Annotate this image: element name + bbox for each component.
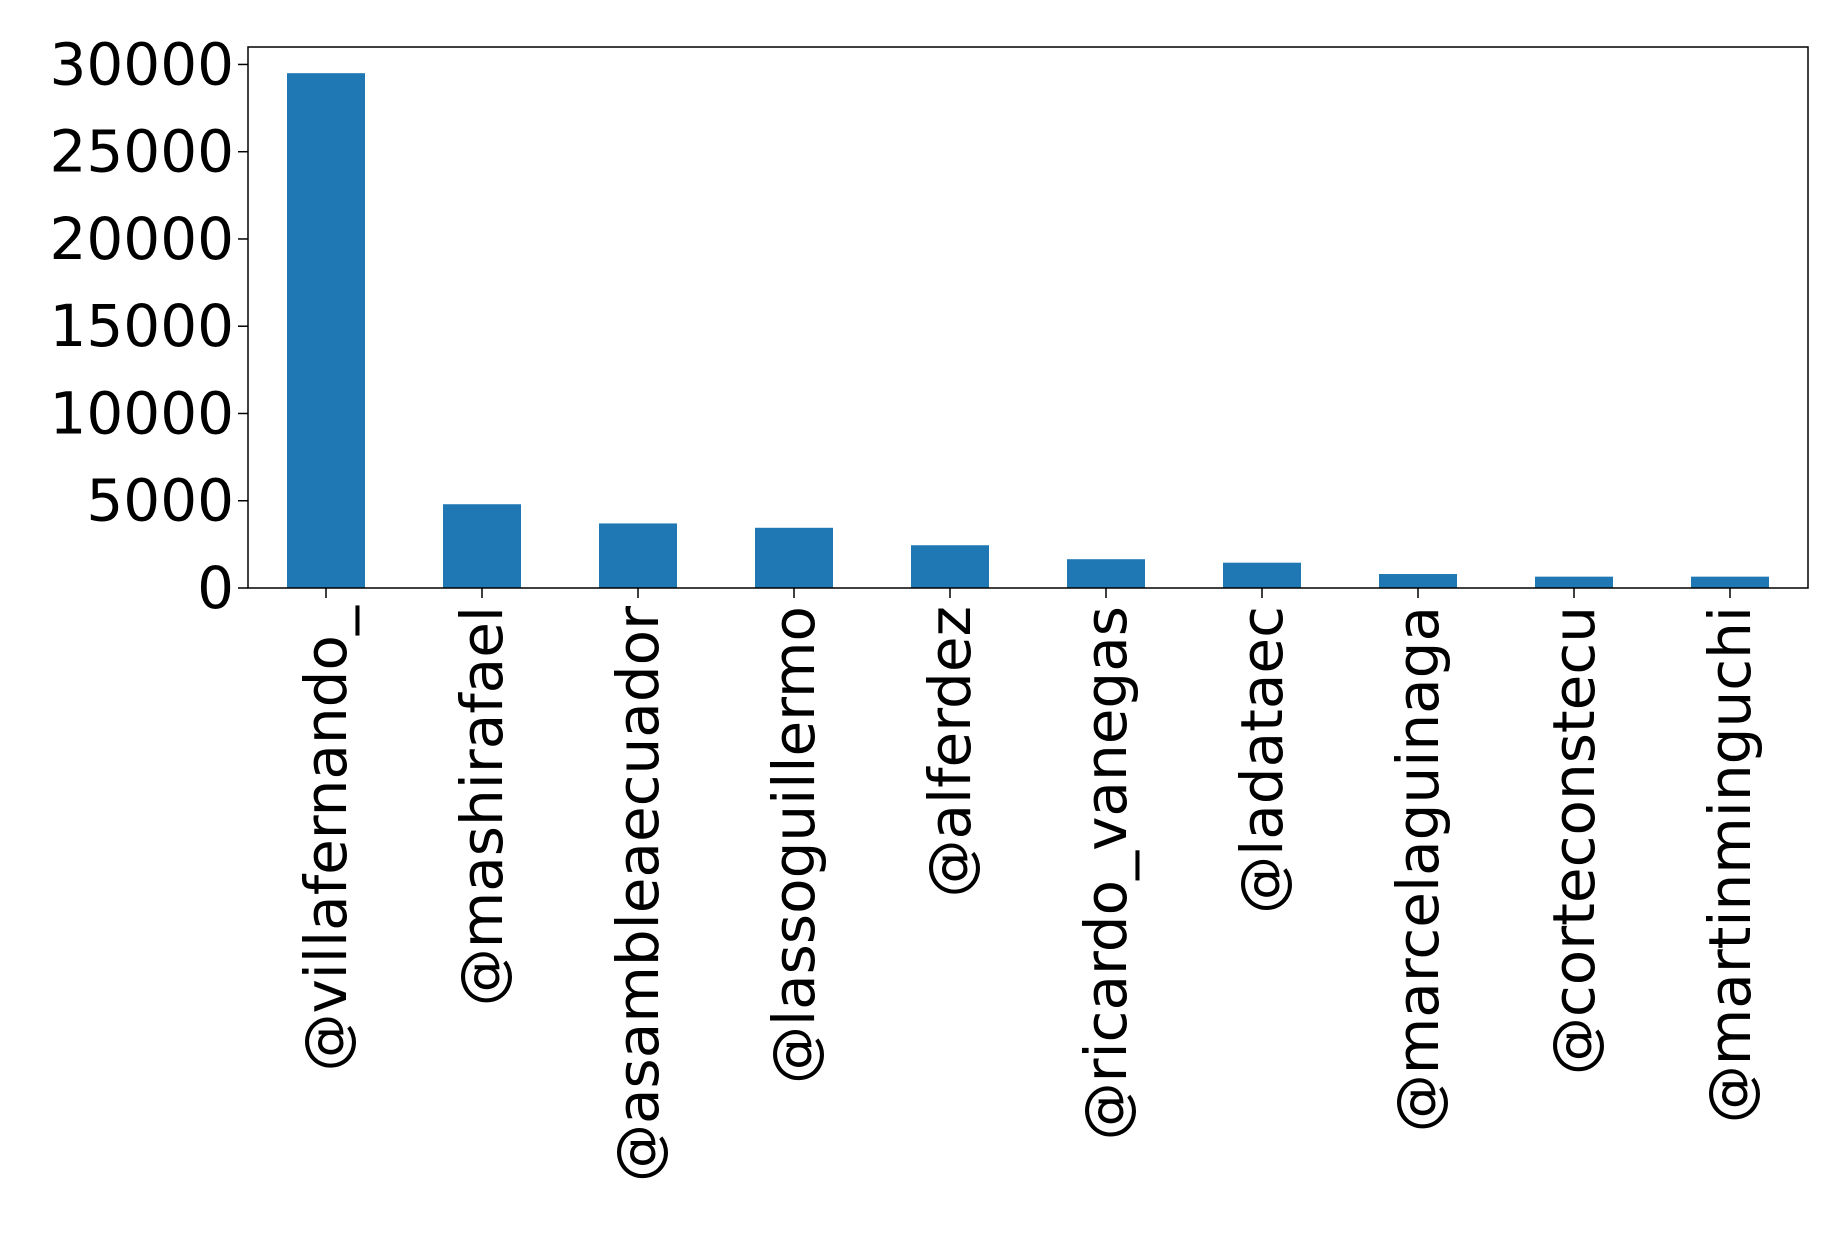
- x-tick-label: @alferdez: [916, 606, 984, 898]
- plot-frame: [247, 46, 1809, 589]
- x-tick-label: @marcelaguinaga: [1384, 606, 1452, 1132]
- x-axis: @villafernando_ @mashirafael @asambleaecua…: [292, 588, 1764, 1182]
- bar-9: [1535, 576, 1613, 588]
- y-tick-label: 30000: [49, 30, 234, 98]
- x-tick-label: @mashirafael: [448, 606, 516, 1006]
- bar-10: [1691, 576, 1769, 588]
- x-tick-label: @corteconstecu: [1540, 606, 1608, 1075]
- y-tick-label: 25000: [49, 118, 234, 186]
- y-tick-label: 0: [197, 554, 234, 622]
- y-tick-label: 10000: [49, 379, 234, 447]
- bar-6: [1067, 559, 1145, 588]
- x-tick-label: @lassoguillermo: [760, 606, 828, 1084]
- bar-1: [287, 73, 365, 588]
- bars-layer: [287, 73, 1769, 588]
- x-tick-label: @asambleaecuador: [604, 606, 672, 1182]
- bar-8: [1379, 574, 1457, 588]
- y-axis: 0 5000 10000 15000 20000 25000 30000: [49, 30, 248, 622]
- bar-3: [599, 523, 677, 588]
- bar-4: [755, 527, 833, 588]
- bar-2: [443, 504, 521, 588]
- y-tick-label: 15000: [49, 292, 234, 360]
- x-tick-label: @martinminguchi: [1696, 606, 1764, 1123]
- x-tick-label: @villafernando_: [292, 605, 360, 1072]
- x-tick-label: @ladataec: [1228, 606, 1296, 914]
- y-tick-label: 5000: [86, 467, 234, 535]
- x-tick-label: @ricardo_vanegas: [1072, 606, 1140, 1140]
- y-tick-label: 20000: [49, 205, 234, 273]
- bar-7: [1223, 562, 1301, 588]
- bar-5: [911, 545, 989, 588]
